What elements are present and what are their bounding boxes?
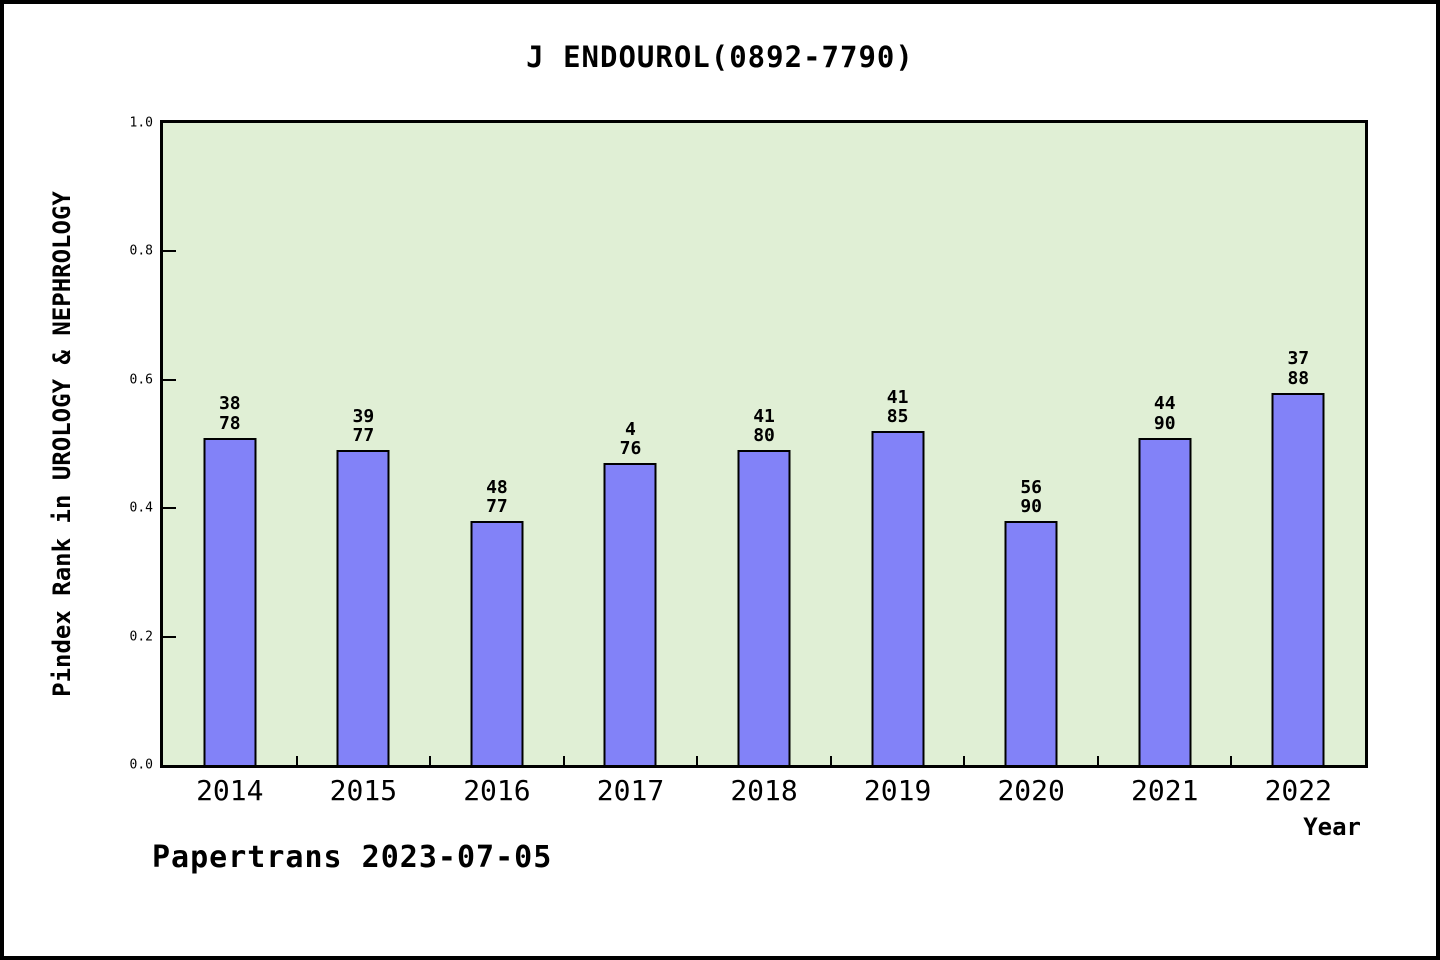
x-minor-tick: [1096, 756, 1099, 765]
x-tick-label: 2015: [329, 774, 398, 807]
bar: [470, 521, 524, 765]
bar-value-label: 41 80: [753, 406, 775, 447]
bar-value-label: 37 88: [1287, 348, 1310, 389]
x-tick-label: 2017: [596, 774, 665, 807]
x-axis-label: Year: [1303, 813, 1361, 841]
x-minor-tick: [562, 756, 565, 765]
bar-value-label: 38 78: [218, 393, 241, 434]
x-minor-tick: [295, 756, 298, 765]
y-tick: [163, 378, 176, 381]
bar-value-label: 39 77: [352, 406, 375, 447]
bar-value-label: 56 90: [1020, 476, 1042, 517]
bar-cell: 38 78: [163, 123, 297, 765]
y-tick-label: 0.8: [129, 243, 153, 259]
y-tick: [163, 507, 176, 510]
y-tick: [163, 635, 176, 638]
y-tick-label: 0.2: [129, 629, 153, 645]
chart-title: J ENDOUROL(0892-7790): [526, 40, 914, 74]
y-tick-label: 0.4: [129, 500, 153, 516]
x-tick-label: 2016: [463, 774, 531, 807]
x-tick-label: 2021: [1131, 774, 1199, 807]
bar: [1271, 392, 1325, 765]
bar-value-label: 48 77: [486, 476, 508, 517]
bar-value-label: 41 85: [886, 387, 909, 428]
x-tick-label: 2019: [863, 774, 932, 807]
bar: [1138, 437, 1192, 765]
x-minor-tick: [696, 756, 699, 765]
bar: [336, 450, 390, 765]
y-axis-label: Pindex Rank in UROLOGY & NEPHROLOGY: [48, 191, 76, 697]
y-tick-label: 1.0: [129, 115, 153, 131]
bar-cell: 4 76: [564, 123, 698, 765]
footer-watermark: Papertrans 2023-07-05: [152, 840, 553, 875]
bar: [1004, 521, 1058, 765]
y-tick: [163, 250, 176, 253]
x-tick-label: 2020: [997, 774, 1065, 807]
bar-cell: 39 77: [297, 123, 431, 765]
bar-cell: 41 85: [831, 123, 965, 765]
bar: [871, 431, 925, 765]
bar-cell: 44 90: [1098, 123, 1232, 765]
x-tick-label: 2014: [196, 774, 264, 807]
x-tick-label: 2022: [1264, 774, 1332, 807]
x-minor-tick: [829, 756, 832, 765]
bar-cell: 48 77: [430, 123, 564, 765]
x-minor-tick: [429, 756, 432, 765]
bar-cell: 56 90: [964, 123, 1098, 765]
bar: [737, 450, 791, 765]
x-tick-labels: 2014 2015 2016 2017 2018 2019 2020 2021 2022: [163, 774, 1365, 807]
bar: [603, 463, 657, 765]
y-tick-label: 0.6: [129, 372, 153, 388]
x-minor-tick: [1230, 756, 1233, 765]
y-tick-label: 0.0: [129, 757, 153, 773]
bar-value-label: 4 76: [619, 419, 642, 460]
bar-cell: 37 88: [1232, 123, 1366, 765]
bars-row: 38 78 39 77 48 77 4 76 41 80 41 85 56 90 44 90 37 88: [163, 123, 1365, 765]
bar-cell: 41 80: [697, 123, 831, 765]
x-minor-tick: [963, 756, 966, 765]
plot-area: 38 78 39 77 48 77 4 76 41 80 41 85 56 90 44 90 37 88 2014…: [130, 116, 1368, 841]
x-tick-label: 2018: [730, 774, 798, 807]
bar-value-label: 44 90: [1153, 393, 1176, 434]
bar: [203, 437, 257, 765]
